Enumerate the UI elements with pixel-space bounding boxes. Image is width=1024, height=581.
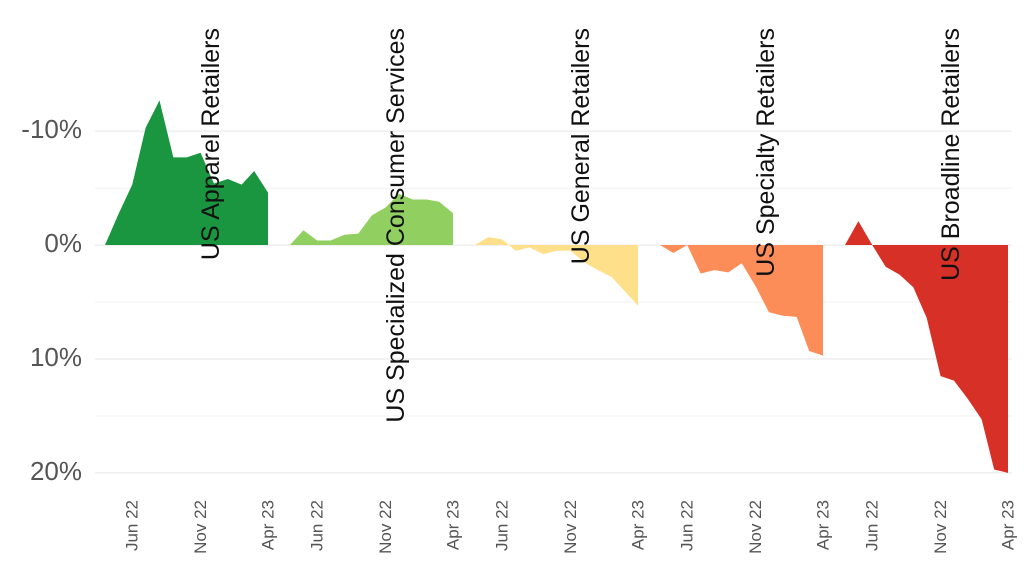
series-area [845,221,1008,473]
panel: US Specialized Consumer Services Jun 22 No… [290,28,463,554]
panel-title: US Specialty Retailers [752,28,780,277]
series-area [475,237,638,306]
y-axis: -10% 0% 10% 20% [21,114,82,486]
panel-title: US Specialized Consumer Services [382,28,410,423]
panel-title: US Broadline Retailers [937,28,965,281]
y-tick-label: 0% [44,228,82,258]
x-tick-label: Nov 22 [931,500,950,554]
x-tick-label: Jun 22 [308,500,327,551]
series-area [660,245,823,356]
x-tick-label: Apr 23 [999,500,1018,550]
x-tick-label: Jun 22 [678,500,697,551]
y-tick-label: -10% [21,114,82,144]
x-tick-label: Jun 22 [493,500,512,551]
x-tick-label: Apr 23 [814,500,833,550]
series-area [105,100,268,246]
x-tick-label: Apr 23 [444,500,463,550]
x-tick-label: Nov 22 [746,500,765,554]
x-tick-label: Jun 22 [863,500,882,551]
x-tick-label: Apr 23 [629,500,648,550]
x-tick-label: Jun 22 [123,500,142,551]
panel: US General Retailers Jun 22 Nov 22 Apr 23 [475,28,648,554]
y-tick-label: 20% [30,456,82,486]
x-tick-label: Nov 22 [561,500,580,554]
panel-title: US General Retailers [567,28,595,264]
panel: US Specialty Retailers Jun 22 Nov 22 Apr 23 [660,28,833,554]
x-tick-label: Nov 22 [191,500,210,554]
x-tick-label: Apr 23 [259,500,278,550]
series-area [290,193,453,246]
panel: US Apparel Retailers Jun 22 Nov 22 Apr 23 [105,28,278,554]
x-tick-label: Nov 22 [376,500,395,554]
panel: US Broadline Retailers Jun 22 Nov 22 Apr 23 [845,28,1018,554]
panel-title: US Apparel Retailers [197,28,225,260]
y-tick-label: 10% [30,342,82,372]
